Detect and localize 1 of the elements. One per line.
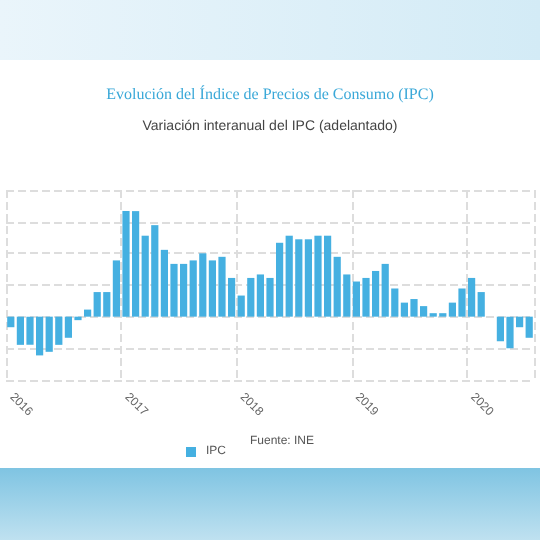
chart-title: Evolución del Índice de Precios de Consumo (IPC) [106, 85, 435, 103]
